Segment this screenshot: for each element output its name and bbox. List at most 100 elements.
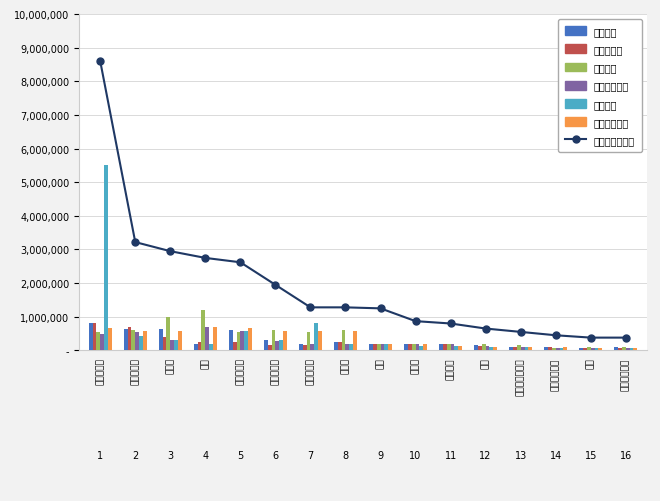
Bar xyxy=(271,331,275,351)
Bar xyxy=(490,348,493,351)
Bar xyxy=(345,345,349,351)
Bar xyxy=(353,331,357,351)
Text: 1: 1 xyxy=(97,450,103,460)
Bar xyxy=(622,347,626,351)
Text: 4: 4 xyxy=(202,450,209,460)
Text: 한드로그린목: 한드로그린목 xyxy=(621,358,630,390)
Bar xyxy=(525,348,529,351)
Legend: 참여지수, 미디어지수, 소통지수, 커뮤니티지수, 시장지수, 사회공헌지수, 브랜드평판지수: 참여지수, 미디어지수, 소통지수, 커뮤니티지수, 시장지수, 사회공헌지수,… xyxy=(558,20,642,153)
Bar xyxy=(419,346,423,351)
Bar xyxy=(236,332,240,351)
Bar xyxy=(447,345,451,351)
Bar xyxy=(209,345,213,351)
Bar xyxy=(275,341,279,351)
Text: 엔바이오니아: 엔바이오니아 xyxy=(551,358,560,390)
Bar xyxy=(443,345,447,351)
Bar xyxy=(412,344,416,351)
Bar xyxy=(268,346,271,351)
Bar xyxy=(127,327,131,351)
Bar xyxy=(493,348,497,351)
Bar xyxy=(229,331,233,351)
Bar xyxy=(307,332,310,351)
Bar xyxy=(213,327,217,351)
브랜드평판지수 xyxy=(201,256,209,262)
Bar xyxy=(556,348,560,351)
Bar xyxy=(248,328,252,351)
Bar xyxy=(143,331,147,351)
브랜드평판지수 xyxy=(306,305,314,311)
Bar xyxy=(100,334,104,351)
Bar xyxy=(513,347,517,351)
Bar xyxy=(482,344,486,351)
Bar xyxy=(283,331,287,351)
Text: 15: 15 xyxy=(585,450,597,460)
Bar xyxy=(587,347,591,351)
Bar xyxy=(123,329,127,351)
Bar xyxy=(162,337,166,351)
Text: 14: 14 xyxy=(550,450,562,460)
Text: 도래이첨단소재: 도래이첨단소재 xyxy=(516,358,525,395)
Bar xyxy=(458,346,462,351)
Bar xyxy=(373,344,377,351)
Text: 행사: 행사 xyxy=(586,358,595,368)
Bar xyxy=(139,336,143,351)
Bar xyxy=(626,348,630,351)
브랜드평판지수 xyxy=(622,335,630,341)
Bar xyxy=(201,311,205,351)
Bar xyxy=(618,348,622,351)
Bar xyxy=(416,345,419,351)
Bar xyxy=(517,346,521,351)
Bar xyxy=(552,348,556,351)
Bar xyxy=(299,344,303,351)
Text: 13: 13 xyxy=(515,450,527,460)
Bar xyxy=(591,348,595,351)
Text: 쿠쿠홈시스: 쿠쿠홈시스 xyxy=(306,358,315,384)
Bar xyxy=(509,347,513,351)
Bar xyxy=(599,348,603,351)
Bar xyxy=(404,344,408,351)
Bar xyxy=(474,346,478,351)
Bar xyxy=(170,341,174,351)
Bar xyxy=(197,342,201,351)
브랜드평판지수 xyxy=(447,321,455,327)
Text: 원스스: 원스스 xyxy=(166,358,175,374)
Bar xyxy=(388,345,392,351)
Text: 5: 5 xyxy=(237,450,244,460)
Bar xyxy=(560,348,564,351)
Bar xyxy=(314,324,318,351)
Bar xyxy=(303,346,307,351)
Bar xyxy=(342,331,345,351)
Text: 9: 9 xyxy=(378,450,383,460)
Bar xyxy=(486,346,490,351)
브랜드평판지수 xyxy=(482,326,490,332)
Text: 2: 2 xyxy=(132,450,139,460)
Bar xyxy=(595,348,599,351)
Bar xyxy=(318,331,322,351)
브랜드평판지수 xyxy=(552,333,560,339)
Bar xyxy=(174,340,178,351)
브랜드평판지수 xyxy=(166,248,174,255)
Bar xyxy=(529,348,532,351)
Bar xyxy=(439,344,443,351)
Bar xyxy=(377,344,381,351)
Bar xyxy=(478,347,482,351)
Text: 3: 3 xyxy=(167,450,174,460)
Bar xyxy=(384,345,388,351)
Text: 10: 10 xyxy=(409,450,422,460)
Text: 16: 16 xyxy=(620,450,632,460)
Bar xyxy=(381,344,384,351)
Text: 웅진코웨이: 웅진코웨이 xyxy=(96,358,105,384)
브랜드평판지수 xyxy=(96,59,104,65)
Bar xyxy=(451,345,455,351)
Bar xyxy=(310,344,314,351)
Bar xyxy=(135,332,139,351)
Line: 브랜드평판지수: 브랜드평판지수 xyxy=(97,59,629,341)
Text: 11: 11 xyxy=(444,450,457,460)
Text: 하츠: 하츠 xyxy=(201,358,210,368)
Text: 오텍: 오텍 xyxy=(376,358,385,368)
Text: 위니아드림: 위니아드림 xyxy=(236,358,245,384)
Bar xyxy=(455,346,458,351)
Bar xyxy=(334,342,338,351)
Bar xyxy=(338,342,342,351)
Bar xyxy=(178,331,182,351)
